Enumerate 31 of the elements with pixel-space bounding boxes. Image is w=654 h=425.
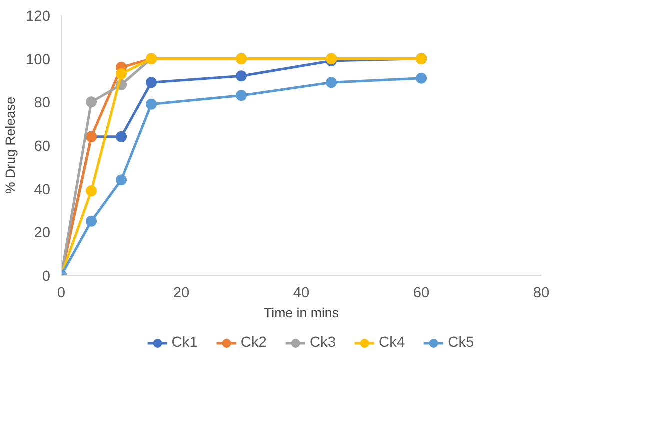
y-tick-label: 80 <box>34 96 51 112</box>
point <box>116 174 127 186</box>
y-tick-label: 120 <box>26 9 51 25</box>
x-tick-label: 0 <box>57 286 66 302</box>
point <box>146 77 157 88</box>
point <box>86 96 97 108</box>
y-tick-label: 40 <box>34 182 51 198</box>
point <box>116 131 127 142</box>
point <box>236 70 247 82</box>
x-tick-label: 60 <box>413 286 430 302</box>
y-tick-label: 100 <box>26 52 51 68</box>
y-tick-label: 0 <box>42 269 51 285</box>
x-tick-label: 80 <box>533 286 550 302</box>
point <box>236 90 247 102</box>
x-tick-label: 40 <box>293 286 310 302</box>
x-axis-title: Time in mins <box>264 306 340 320</box>
legend-label: Ck1 <box>172 335 198 351</box>
legend-label: Ck2 <box>240 335 267 351</box>
legend-label: Ck5 <box>448 335 474 351</box>
y-tick-label: 20 <box>34 226 51 242</box>
point <box>86 216 97 227</box>
x-tick-label: 20 <box>173 286 190 302</box>
point <box>116 68 127 80</box>
point <box>416 72 427 84</box>
point <box>146 98 157 110</box>
y-axis-title: % Drug Release <box>3 96 18 194</box>
legend-label: Ck3 <box>310 335 336 351</box>
point <box>86 186 97 196</box>
y-tick-label: 60 <box>34 139 51 155</box>
point <box>326 77 337 88</box>
legend-label: Ck4 <box>379 335 406 351</box>
